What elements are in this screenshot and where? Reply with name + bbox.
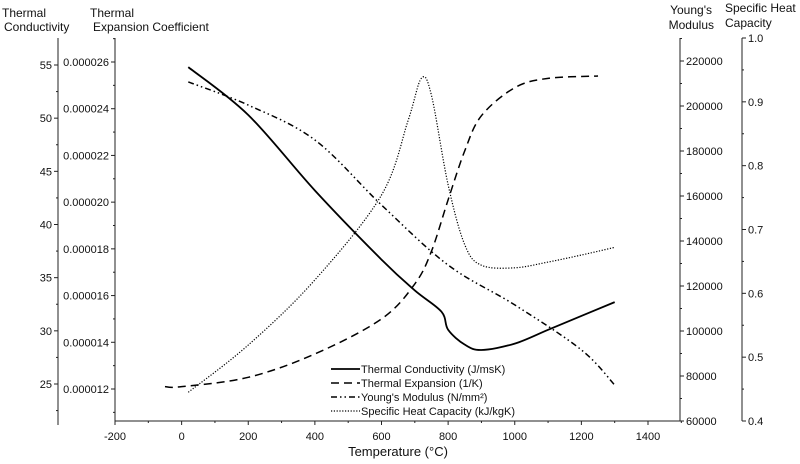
x-tick-label: 1400 — [636, 431, 660, 443]
heat-tick-label: 0.6 — [748, 288, 763, 300]
x-tick-label: 800 — [439, 431, 457, 443]
young-tick-label: 180000 — [686, 146, 723, 158]
x-tick-label: 200 — [239, 431, 257, 443]
exp-tick-label: 0.000014 — [63, 337, 109, 349]
axis-title-expansion-line2: Expansion Coefficient — [93, 20, 210, 34]
cond-tick-label: 45 — [40, 166, 52, 178]
axis-title-expansion-line1: Thermal — [90, 6, 134, 20]
x-tick-label: -200 — [104, 431, 126, 443]
series-line-cond — [187, 66, 616, 351]
young-tick-label: 140000 — [686, 236, 723, 248]
legend-label-heat: Specific Heat Capacity (kJ/kgK) — [361, 406, 515, 418]
exp-tick-label: 0.000026 — [63, 57, 109, 69]
young-tick-label: 200000 — [686, 101, 723, 113]
heat-tick-label: 0.9 — [748, 97, 763, 109]
exp-tick-label: 0.000020 — [63, 197, 109, 209]
legend-label-young: Young's Modulus (N/mm²) — [361, 392, 487, 404]
legend-label-cond: Thermal Conductivity (J/msK) — [361, 364, 505, 376]
young-tick-label: 220000 — [686, 56, 723, 68]
young-tick-label: 160000 — [686, 191, 723, 203]
series-line-young — [188, 81, 616, 386]
cond-tick-label: 25 — [40, 379, 52, 391]
legend-label-exp: Thermal Expansion (1/K) — [361, 378, 483, 390]
heat-tick-label: 0.7 — [748, 225, 763, 237]
x-tick-label: 1000 — [503, 431, 527, 443]
exp-tick-label: 0.000024 — [63, 104, 109, 116]
axis-title-young-line1: Young's — [670, 3, 712, 17]
heat-tick-label: 0.4 — [748, 416, 763, 428]
young-tick-label: 60000 — [686, 416, 717, 428]
heat-tick-label: 1.0 — [748, 33, 763, 45]
young-tick-label: 80000 — [686, 371, 717, 383]
axis-title-young-line2: Modulus — [669, 18, 714, 32]
axis-title-heat-line2: Capacity — [725, 16, 772, 30]
axis-title-heat-line1: Specific Heat — [725, 1, 796, 15]
x-tick-label: 600 — [372, 431, 390, 443]
exp-tick-label: 0.000016 — [63, 291, 109, 303]
series-line-heat — [187, 76, 615, 393]
cond-tick-label: 50 — [40, 113, 52, 125]
x-tick-label: 0 — [179, 431, 185, 443]
cond-tick-label: 35 — [40, 273, 52, 285]
exp-tick-label: 0.000018 — [63, 244, 109, 256]
cond-tick-label: 55 — [40, 60, 52, 72]
legend: Thermal Conductivity (J/msK) Thermal Expa… — [331, 364, 515, 418]
exp-tick-label: 0.000022 — [63, 150, 109, 162]
young-tick-label: 120000 — [686, 281, 723, 293]
heat-tick-label: 0.5 — [748, 352, 763, 364]
x-axis-label: Temperature (°C) — [348, 444, 448, 459]
cond-tick-label: 30 — [40, 326, 52, 338]
x-tick-label: 1200 — [569, 431, 593, 443]
x-tick-label: 400 — [306, 431, 324, 443]
axis-title-conductivity-line2: Conductivity — [4, 20, 69, 34]
cond-tick-label: 40 — [40, 220, 52, 232]
heat-tick-label: 0.8 — [748, 161, 763, 173]
exp-tick-label: 0.000012 — [63, 384, 109, 396]
axis-title-conductivity-line1: Thermal — [2, 6, 46, 20]
young-tick-label: 100000 — [686, 326, 723, 338]
series-line-exp — [164, 75, 599, 389]
